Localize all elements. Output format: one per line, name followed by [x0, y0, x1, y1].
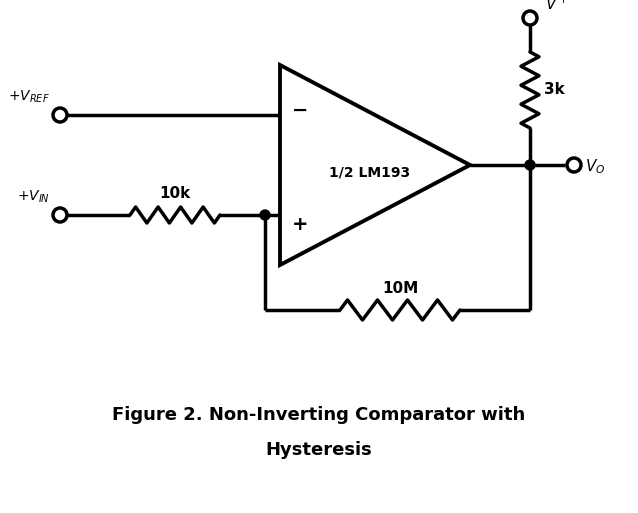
Circle shape: [260, 210, 270, 220]
Circle shape: [523, 11, 537, 25]
Text: $V_O$: $V_O$: [585, 157, 605, 176]
Text: 10M: 10M: [382, 281, 418, 296]
Text: 10k: 10k: [160, 186, 191, 201]
Circle shape: [567, 158, 581, 172]
Text: Figure 2. Non-Inverting Comparator with: Figure 2. Non-Inverting Comparator with: [112, 406, 526, 424]
Circle shape: [53, 108, 67, 122]
Circle shape: [525, 160, 535, 170]
Text: +: +: [292, 215, 308, 234]
Circle shape: [53, 208, 67, 222]
Text: $+V_{IN}$: $+V_{IN}$: [17, 189, 50, 205]
Text: $+V_{REF}$: $+V_{REF}$: [8, 89, 50, 105]
Text: Hysteresis: Hysteresis: [265, 441, 373, 459]
Text: −: −: [292, 101, 308, 120]
Text: 3k: 3k: [544, 83, 565, 97]
Text: 1/2 LM193: 1/2 LM193: [329, 165, 411, 179]
Text: $V^+$: $V^+$: [545, 0, 568, 13]
